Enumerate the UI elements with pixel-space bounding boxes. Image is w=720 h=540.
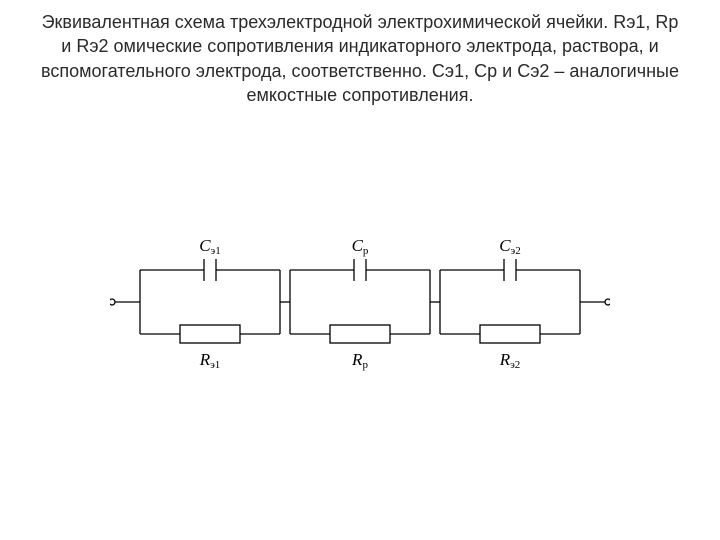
- equivalent-circuit-diagram: Cэ1 Rэ1 Cp Rp Cэ2 Rэ2: [110, 220, 610, 385]
- page: Эквивалентная схема трехэлектродной элек…: [0, 0, 720, 540]
- svg-text:Cp: Cp: [352, 236, 369, 257]
- svg-text:Cэ2: Cэ2: [499, 236, 521, 257]
- svg-text:Rp: Rp: [351, 350, 368, 371]
- svg-text:Rэ1: Rэ1: [199, 350, 221, 371]
- circuit-svg: Cэ1 Rэ1 Cp Rp Cэ2 Rэ2: [110, 220, 610, 385]
- page-title: Эквивалентная схема трехэлектродной элек…: [40, 10, 680, 107]
- svg-text:Rэ2: Rэ2: [499, 350, 521, 371]
- svg-text:Cэ1: Cэ1: [199, 236, 221, 257]
